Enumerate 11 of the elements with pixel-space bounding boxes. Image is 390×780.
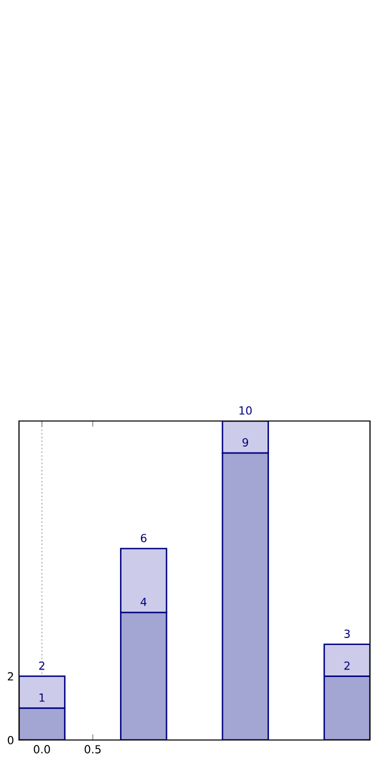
x-tick-label: 0.0 xyxy=(34,745,50,754)
data-label: 1 xyxy=(40,694,44,702)
total-label: 2 xyxy=(39,661,44,670)
total-label: 10 xyxy=(240,406,252,415)
x-tick-label: 0.5 xyxy=(84,745,101,754)
y-tick-label: 0 xyxy=(8,736,14,744)
data-label: 4 xyxy=(140,598,147,606)
total-label: 6 xyxy=(140,534,146,542)
total-label: 3 xyxy=(344,630,350,638)
data-label: 2 xyxy=(344,661,350,670)
data-label: 9 xyxy=(242,438,248,447)
